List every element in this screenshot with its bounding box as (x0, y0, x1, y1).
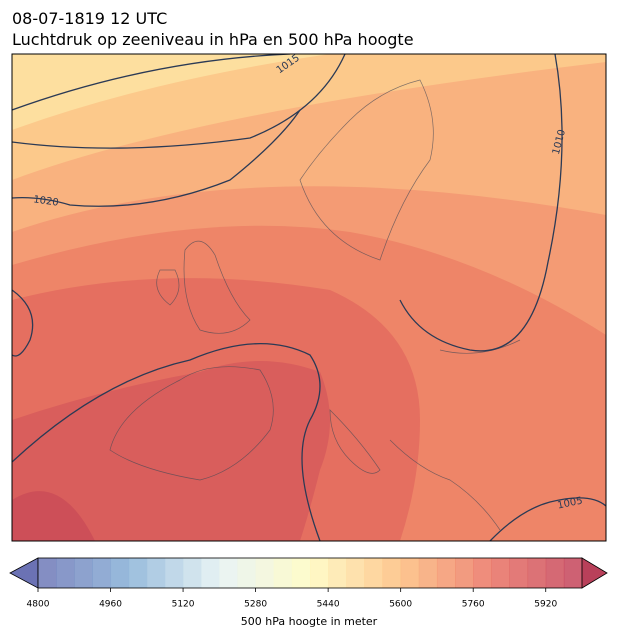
colorbar-arrow (9, 557, 39, 589)
colorbar-tick-label: 5600 (389, 600, 412, 610)
colorbar-segment (291, 558, 311, 588)
colorbar-segment (273, 558, 293, 588)
colorbar-arrow (581, 557, 608, 589)
isobar (399, 54, 563, 352)
datetime: 08-07-1819 12 UTC (12, 9, 167, 28)
isobar (12, 54, 291, 111)
colorbar-segment (255, 558, 275, 588)
colorbar-tick-label: 4960 (99, 600, 122, 610)
colorbar-tick-label: 4800 (27, 600, 50, 610)
map-frame (11, 53, 607, 542)
colorbar-segment (146, 558, 166, 588)
isobar (12, 109, 301, 207)
colorbar-segment (527, 558, 547, 588)
colorbar-segment (74, 558, 93, 588)
colorbar-tick-label: 5440 (317, 600, 340, 610)
colorbar-segment (183, 558, 202, 588)
colorbar (9, 557, 608, 592)
colorbar-segment (455, 558, 474, 588)
isobar (489, 497, 606, 541)
band (12, 491, 95, 541)
colorbar-tick-label: 5120 (172, 600, 195, 610)
colorbar-segment (400, 558, 420, 588)
colorbar-label: 500 hPa hoogte in meter (241, 615, 378, 628)
title: Luchtdruk op zeeniveau in hPa en 500 hPa… (12, 30, 414, 49)
colorbar-segment (201, 558, 220, 588)
coastline (109, 79, 521, 531)
colorbar-segment (38, 558, 57, 588)
colorbar-segment (110, 558, 130, 588)
colorbar-segment (418, 558, 438, 588)
colorbar-tick-label: 5920 (534, 600, 557, 610)
isobar (12, 289, 34, 357)
isobar (12, 343, 321, 541)
colorbar-segment (382, 558, 402, 588)
colorbar-segment (436, 558, 456, 588)
colorbar-segment (509, 558, 529, 588)
colorbar-segment (473, 558, 492, 588)
colorbar-segment (56, 558, 75, 588)
colorbar-segment (164, 558, 184, 588)
colorbar-segment (328, 558, 347, 588)
isobar-label: 1005 (557, 495, 584, 511)
band (12, 361, 330, 541)
colorbar-tick-label: 5760 (462, 600, 485, 610)
colorbar-segment (346, 558, 365, 588)
colorbar-frame (37, 557, 583, 589)
isobar-label: 1020 (33, 194, 60, 208)
colorbar-segment (237, 558, 257, 588)
colorbar-segment (491, 558, 510, 588)
colorbar-segment (563, 558, 583, 588)
colorbar-segment (92, 558, 112, 588)
colorbar-segment (545, 558, 565, 588)
colorbar-segment (364, 558, 384, 588)
colorbar-segment (219, 558, 238, 588)
isobar (12, 54, 346, 149)
colorbar-tick-label: 5280 (244, 600, 267, 610)
map: 1015 1010 1020 1005 (12, 54, 606, 541)
colorbar-segment (310, 558, 329, 588)
colorbar-segment (128, 558, 148, 588)
